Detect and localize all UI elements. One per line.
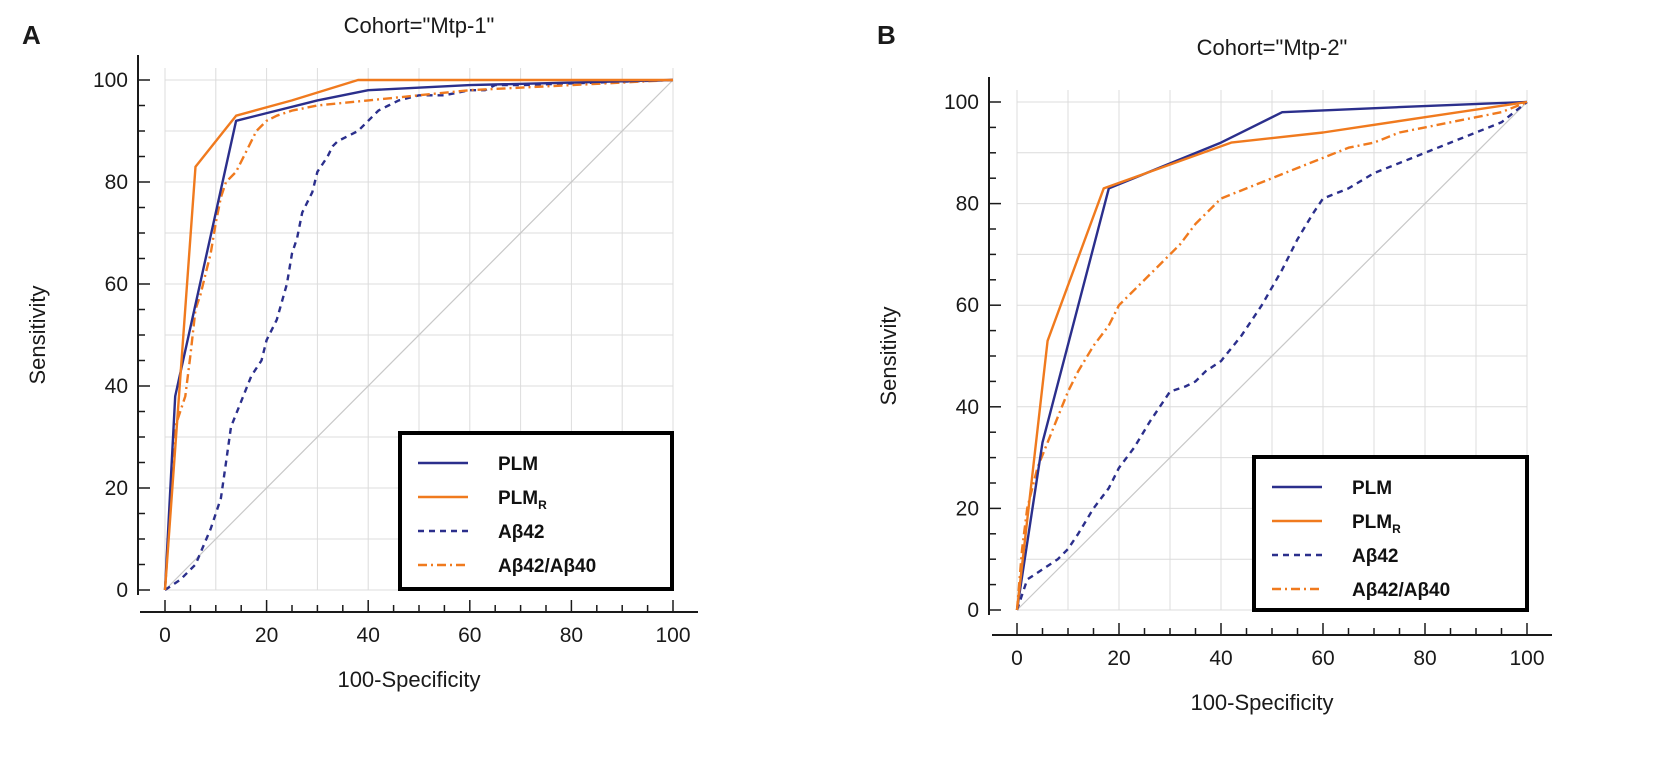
x-tick-label: 100 — [1509, 647, 1544, 670]
y-tick-label: 0 — [116, 579, 128, 602]
roc-chart-b: Cohort="Mtp-2" 0 20 40 60 80 100 0 20 40 60 80 100 10… — [876, 35, 1552, 715]
x-tick-label: 0 — [1011, 647, 1023, 670]
x-tick-label: 20 — [1107, 647, 1130, 670]
y-tick-label: 40 — [956, 396, 979, 419]
chart-title-a: Cohort="Mtp-1" — [344, 13, 495, 38]
panel-b: B Cohort="Mtp-2" 0 20 40 60 80 100 0 20 40 60 80 100… — [827, 0, 1654, 779]
legend-subscript: R — [538, 498, 547, 512]
series-line-plm-a — [163, 78, 674, 591]
series-line-ab42-b — [1015, 101, 1528, 611]
legend-label-ab42: Aβ42 — [498, 522, 544, 543]
series-line-plm-b — [1015, 100, 1528, 611]
legend-label-ab42: Aβ42 — [1352, 546, 1398, 567]
y-tick-label: 0 — [967, 599, 979, 622]
series-line-plmr-a — [163, 78, 673, 591]
y-tick-label: 60 — [956, 294, 979, 317]
x-tick-label: 100 — [655, 624, 690, 647]
x-tick-label: 80 — [560, 624, 583, 647]
legend-box-b — [1252, 455, 1529, 612]
chart-title-b: Cohort="Mtp-2" — [1197, 35, 1348, 60]
y-tick-label: 20 — [105, 477, 128, 500]
y-tick-label: 60 — [105, 273, 128, 296]
y-axis-label-a: Sensitivity — [25, 285, 50, 384]
x-tick-label: 40 — [357, 624, 380, 647]
x-tick-label: 20 — [255, 624, 278, 647]
y-tick-label: 100 — [93, 69, 128, 92]
y-tick-label: 80 — [956, 193, 979, 216]
series-line-ab42-a — [164, 78, 674, 591]
legend-label-plm: PLM — [1352, 478, 1392, 499]
grid-b — [1016, 90, 1528, 611]
x-tick-label: 40 — [1209, 647, 1232, 670]
y-tick-label: 20 — [956, 497, 979, 520]
legend-box-a — [398, 431, 674, 591]
series-line-plmr-b — [1015, 100, 1528, 611]
reference-diagonal-b — [1016, 101, 1528, 611]
x-tick-label: 60 — [458, 624, 481, 647]
x-tick-label: 0 — [159, 624, 171, 647]
roc-chart-a: Cohort="Mtp-1" 0 20 40 60 80 100 0 20 40 60 80 100 10… — [25, 13, 698, 692]
x-tick-label: 60 — [1311, 647, 1334, 670]
legend-subscript: R — [1392, 522, 1401, 536]
x-axis-label-b: 100-Specificity — [1190, 690, 1333, 715]
y-tick-label: 40 — [105, 375, 128, 398]
legend-label-ab42ab40: Aβ42/Aβ40 — [1352, 580, 1450, 601]
y-axis-label-b: Sensitivity — [876, 306, 901, 405]
legend-label-ab42ab40: Aβ42/Aβ40 — [498, 556, 596, 577]
series-line-ab42ab40-a — [163, 78, 674, 591]
panel-a: A Cohort="Mtp-1" 0 20 40 60 80 100 0 20 40 60 80 100… — [22, 13, 698, 692]
panel-b-letter: B — [877, 20, 896, 50]
panel-a-letter: A — [22, 20, 41, 50]
legend-label-plm: PLM — [498, 454, 538, 475]
x-tick-label: 80 — [1413, 647, 1436, 670]
series-line-ab42ab40-b — [1015, 100, 1528, 611]
x-axis-label-a: 100-Specificity — [337, 667, 480, 692]
y-tick-label: 100 — [944, 91, 979, 114]
reference-diagonal-a — [164, 79, 674, 591]
y-tick-label: 80 — [105, 171, 128, 194]
